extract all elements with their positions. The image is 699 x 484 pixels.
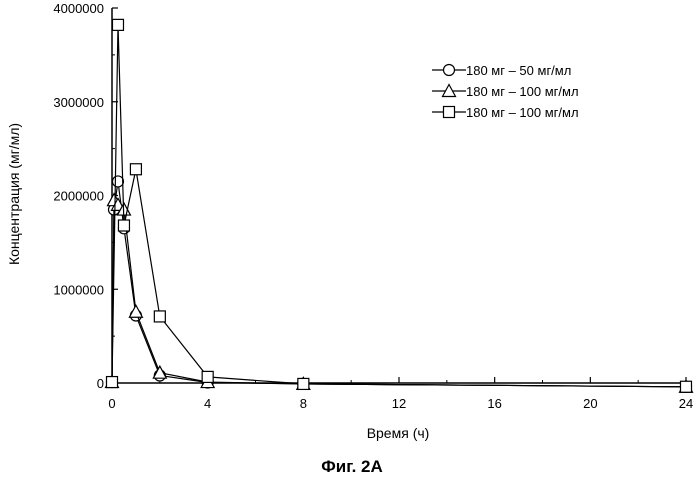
data-point-square (130, 164, 141, 175)
x-tick-label: 4 (204, 396, 211, 411)
legend-marker-circle (444, 65, 455, 76)
series-line-triangle (112, 200, 686, 387)
y-ticks: 0 1000000 2000000 3000000 4000000 (53, 1, 118, 391)
y-tick-label: 2000000 (53, 189, 104, 204)
data-point-triangle (129, 305, 142, 317)
data-point-square (107, 377, 118, 388)
x-tick-label: 24 (679, 396, 693, 411)
x-ticks: 0 4 8 12 16 20 24 (108, 377, 693, 411)
data-point-square (298, 378, 309, 389)
data-point-square (154, 311, 165, 322)
legend-item: 180 мг – 50 мг/мл (432, 63, 571, 78)
y-tick-label: 1000000 (53, 282, 104, 297)
legend-item: 180 мг – 100 мг/мл (432, 105, 579, 120)
x-axis-title: Время (ч) (367, 425, 430, 441)
axes (112, 8, 686, 383)
x-tick-label: 8 (300, 396, 307, 411)
series-layer (106, 19, 693, 392)
legend-label: 180 мг – 100 мг/мл (466, 105, 579, 120)
legend-item: 180 мг – 100 мг/мл (432, 84, 579, 99)
x-tick-label: 16 (487, 396, 501, 411)
data-point-square (118, 220, 129, 231)
series-line-circle (112, 181, 686, 386)
y-axis-title: Концентрация (мг/мл) (6, 123, 22, 265)
data-point-square (112, 19, 123, 30)
y-tick-label: 0 (97, 376, 104, 391)
y-tick-label: 3000000 (53, 95, 104, 110)
y-tick-label: 4000000 (53, 1, 104, 16)
series-triangle (106, 194, 693, 393)
legend: 180 мг – 50 мг/мл 180 мг – 100 мг/мл 180 м… (432, 63, 579, 120)
data-point-square (202, 371, 213, 382)
series-square (107, 19, 692, 392)
legend-marker-square (444, 107, 455, 118)
legend-label: 180 мг – 50 мг/мл (466, 63, 571, 78)
x-tick-label: 20 (583, 396, 597, 411)
figure-caption: Фиг. 2А (321, 457, 383, 476)
x-tick-label: 0 (108, 396, 115, 411)
legend-label: 180 мг – 100 мг/мл (466, 84, 579, 99)
data-point-circle (112, 176, 123, 187)
series-line-square (112, 25, 686, 387)
x-tick-label: 12 (392, 396, 406, 411)
data-point-square (681, 381, 692, 392)
